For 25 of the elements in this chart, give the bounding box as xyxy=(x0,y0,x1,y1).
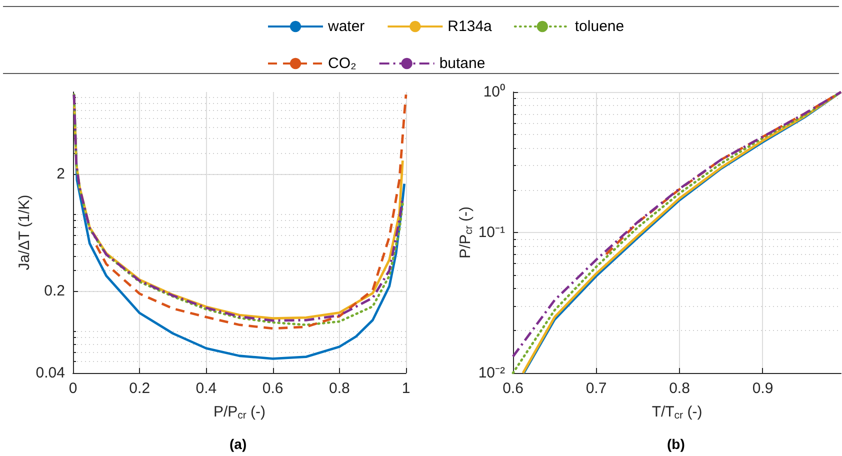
y-tick-label: 0.04 xyxy=(36,364,65,382)
y-tick-label: 10⁻¹ xyxy=(478,224,505,241)
y-tick-label: 10⁻² xyxy=(478,364,505,382)
x-tick-label: 0 xyxy=(68,380,78,397)
text: (a) xyxy=(230,436,247,452)
x-tick-label: 0.6 xyxy=(502,380,524,397)
y-tick-label: 0.2 xyxy=(44,282,65,300)
legend-label: CO₂ xyxy=(328,55,356,72)
x-tick-label: 0.6 xyxy=(262,380,284,397)
x-tick-label: 0.8 xyxy=(669,380,690,397)
y-tick-label: 10⁰ xyxy=(483,84,505,100)
legend-label: R134a xyxy=(448,18,493,35)
legend-label: toluene xyxy=(574,18,624,35)
x-tick-label: 1 xyxy=(402,380,410,397)
y-axis-title: P/Pcr (-) xyxy=(457,206,475,259)
legend-label: butane xyxy=(439,55,486,72)
text: (b) xyxy=(667,436,685,452)
x-tick-label: 0.7 xyxy=(586,380,607,397)
y-tick-label: 2 xyxy=(56,165,65,182)
x-tick-label: 0.4 xyxy=(196,380,217,397)
x-tick-label: 0.2 xyxy=(129,380,150,397)
x-tick-label: 0.8 xyxy=(328,380,350,397)
y-axis-title: Ja/ΔT (1/K) xyxy=(16,194,33,270)
legend-label: water xyxy=(327,18,365,35)
x-tick-label: 0.9 xyxy=(752,380,774,397)
